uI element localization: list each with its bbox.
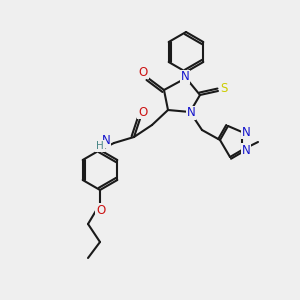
- Text: N: N: [242, 143, 250, 157]
- Text: N: N: [102, 134, 110, 148]
- Text: H: H: [96, 141, 104, 151]
- Text: N: N: [242, 125, 250, 139]
- Text: O: O: [138, 65, 148, 79]
- Text: N: N: [181, 70, 189, 83]
- Text: O: O: [138, 106, 148, 118]
- Text: N: N: [187, 106, 195, 119]
- Text: S: S: [220, 82, 228, 95]
- Text: O: O: [96, 203, 106, 217]
